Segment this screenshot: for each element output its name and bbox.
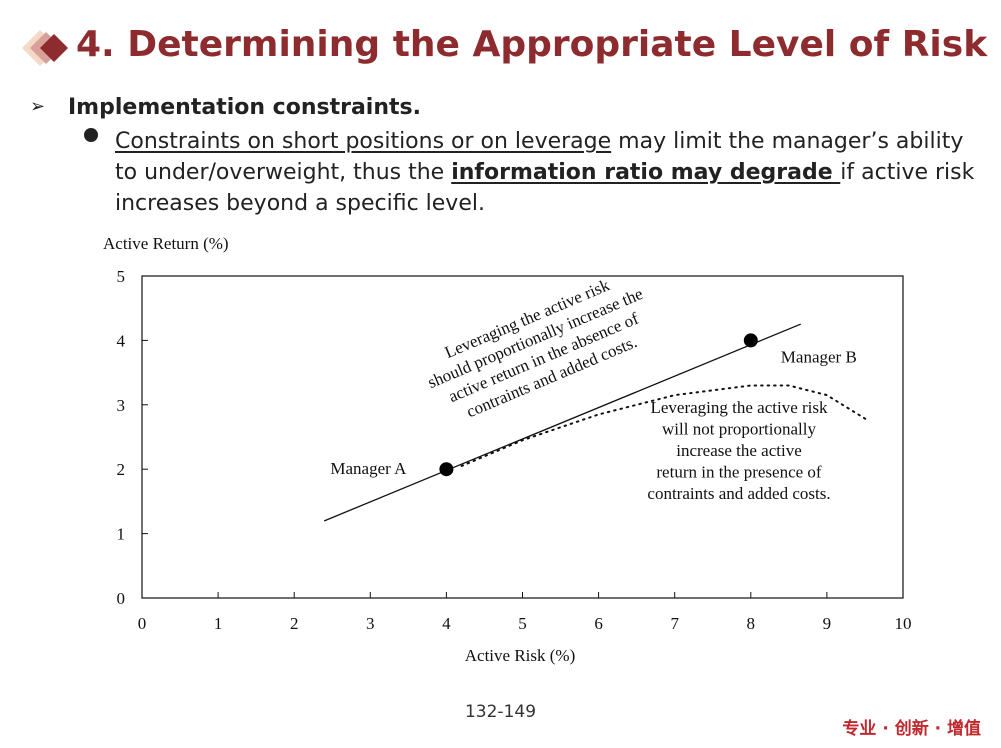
x-axis-title: Active Risk (%) (465, 646, 575, 665)
y-tick-label: 2 (117, 460, 126, 479)
x-tick-label: 2 (290, 614, 299, 633)
x-tick-label: 7 (670, 614, 679, 633)
bullet-marker: ➢ (30, 96, 46, 117)
y-tick-label: 1 (117, 525, 126, 544)
y-tick-label: 3 (117, 396, 126, 415)
y-tick-label: 4 (117, 331, 126, 350)
x-tick-label: 4 (442, 614, 451, 633)
x-tick-label: 9 (823, 614, 832, 633)
sub-bullet: Constraints on short positions or on lev… (115, 126, 975, 219)
data-line (460, 384, 870, 467)
annotation-line: Leveraging the active risk (650, 398, 828, 417)
title: 4. Determining the Appropriate Level of … (76, 24, 988, 65)
annotation-line: increase the active (676, 441, 802, 460)
data-line (323, 323, 801, 522)
bullet: Implementation constraints. (68, 95, 421, 120)
annotation-line: contraints and added costs. (647, 484, 830, 503)
brand-slogan: 专业 · 创新 · 增值 (842, 719, 981, 739)
annotation-line: return in the presence of (656, 463, 822, 482)
underlined-text: Constraints on short positions or on lev… (115, 129, 612, 154)
point-label: Manager A (330, 459, 407, 478)
x-tick-label: 8 (747, 614, 756, 633)
page-number: 132-149 (464, 702, 537, 722)
logo-diamonds (22, 30, 68, 66)
point-label: Manager B (781, 347, 857, 366)
emphasis: information ratio may degrade (451, 160, 841, 185)
x-tick-label: 0 (138, 614, 147, 633)
x-tick-label: 3 (366, 614, 375, 633)
x-tick-label: 10 (895, 614, 912, 633)
annotation-line: will not proportionally (662, 420, 816, 439)
y-tick-label: 0 (117, 589, 126, 608)
text: may limit the manager’s ability to under… (115, 129, 964, 185)
data-point (743, 333, 758, 348)
y-tick-label: 5 (117, 267, 126, 286)
bullet-marker (84, 128, 98, 142)
y-axis-title: Active Return (%) (103, 234, 229, 253)
x-tick-label: 5 (518, 614, 527, 633)
data-point (439, 462, 454, 477)
x-tick-label: 1 (214, 614, 223, 633)
x-tick-label: 6 (594, 614, 603, 633)
text: if active risk increases beyond a specif… (115, 160, 975, 216)
